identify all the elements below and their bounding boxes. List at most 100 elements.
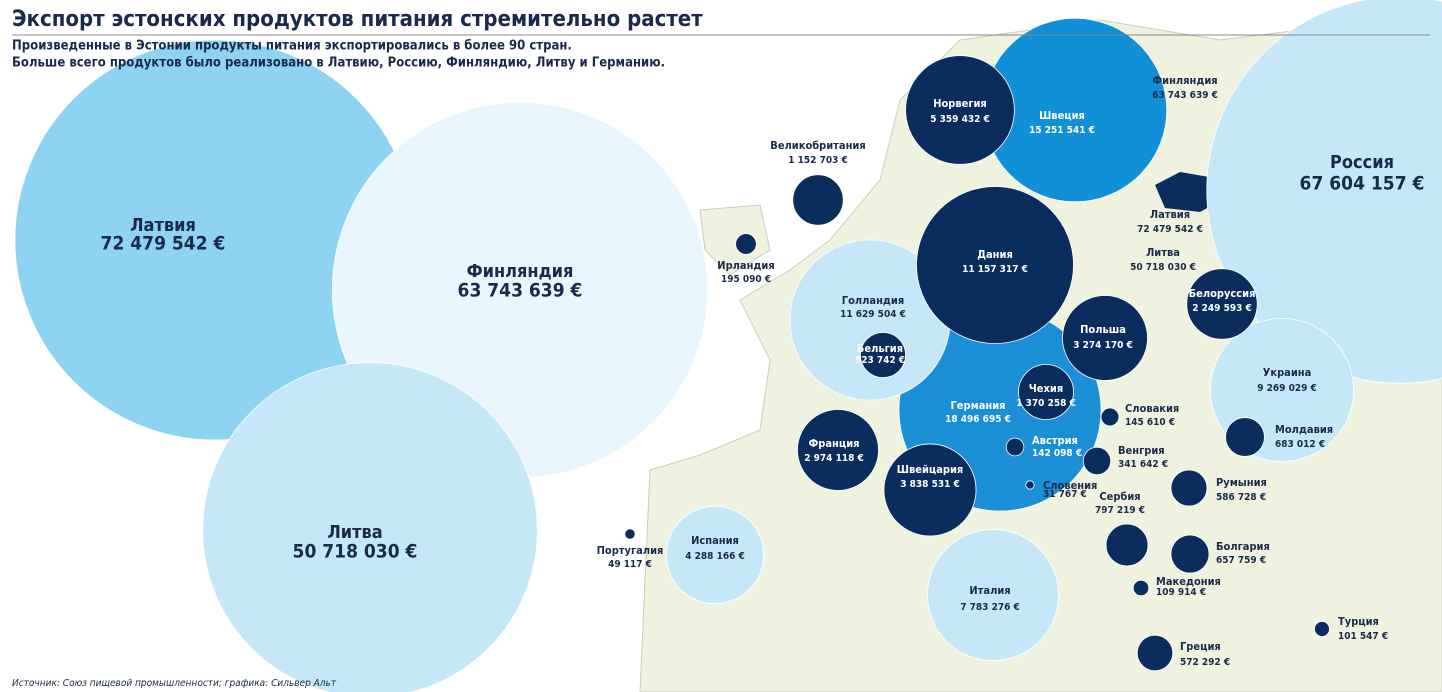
value-label: 2 974 118 € bbox=[804, 453, 863, 464]
country-name: Белоруссия bbox=[1189, 287, 1256, 300]
bubble bbox=[1314, 621, 1330, 637]
country-name: Греция bbox=[1180, 640, 1221, 653]
country-name: Швеция bbox=[1039, 109, 1085, 122]
bubble bbox=[797, 409, 879, 491]
country-name: Чехия bbox=[1029, 382, 1063, 395]
bubble bbox=[1170, 534, 1210, 574]
country-name: Литва bbox=[1146, 246, 1180, 259]
bubble bbox=[735, 233, 757, 255]
value-label: 63 743 639 € bbox=[1152, 90, 1218, 101]
value-label: 797 219 € bbox=[1095, 505, 1145, 516]
value-label: 145 610 € bbox=[1125, 417, 1175, 428]
country-name: Норвегия bbox=[933, 97, 987, 110]
country-name: Финляндия bbox=[1152, 74, 1217, 87]
value-label: 11 157 317 € bbox=[962, 264, 1028, 275]
value-label: 101 547 € bbox=[1338, 631, 1388, 642]
value-label: 31 767 € bbox=[1043, 489, 1087, 500]
country-name: Словения bbox=[1043, 479, 1097, 492]
value-label: 195 090 € bbox=[721, 274, 771, 285]
bubble bbox=[1105, 523, 1149, 567]
bubble bbox=[1005, 437, 1025, 457]
estonia bbox=[1155, 172, 1222, 212]
country-name: Ирландия bbox=[717, 259, 774, 272]
bubble bbox=[624, 528, 636, 540]
bubble bbox=[1186, 268, 1258, 340]
country-name: Латвия bbox=[130, 215, 196, 236]
value-label: 50 718 030 € bbox=[1130, 262, 1196, 273]
country-name: Словакия bbox=[1125, 402, 1179, 415]
bubble bbox=[1018, 364, 1074, 420]
country-name: Бельгия bbox=[857, 342, 903, 355]
bubble bbox=[1170, 469, 1208, 507]
country-name: Италия bbox=[969, 584, 1010, 597]
bubble bbox=[1062, 295, 1148, 381]
value-label: 7 783 276 € bbox=[960, 602, 1019, 613]
value-label: 72 479 542 € bbox=[1137, 224, 1203, 235]
bubble bbox=[1136, 634, 1174, 672]
land bbox=[699, 204, 771, 276]
value-label: 142 098 € bbox=[1032, 448, 1082, 459]
country-name: Португалия bbox=[597, 544, 664, 557]
bubble bbox=[665, 505, 765, 605]
bubble bbox=[202, 362, 538, 692]
bubble bbox=[1025, 480, 1035, 490]
source: Источник: Союз пищевой промышленности; г… bbox=[12, 678, 337, 689]
country-name: Румыния bbox=[1216, 476, 1267, 489]
country-name: Турция bbox=[1338, 615, 1379, 628]
value-label: 586 728 € bbox=[1216, 492, 1266, 503]
value-label: 63 743 639 € bbox=[458, 280, 583, 302]
value-label: 657 759 € bbox=[1216, 555, 1266, 566]
bubble bbox=[927, 529, 1059, 661]
bubble bbox=[860, 332, 906, 378]
country-name: Швейцария bbox=[897, 463, 964, 476]
country-name: Германия bbox=[951, 399, 1006, 412]
bubble bbox=[916, 186, 1074, 344]
bubble bbox=[1132, 579, 1150, 597]
value-label: 1 152 703 € bbox=[788, 155, 847, 166]
value-label: 4 288 166 € bbox=[685, 551, 744, 562]
bubble bbox=[1082, 446, 1112, 476]
country-name: Украина bbox=[1263, 366, 1312, 379]
country-name: Франция bbox=[808, 437, 859, 450]
country-name: Болгария bbox=[1216, 540, 1270, 553]
country-name: Польша bbox=[1080, 323, 1126, 336]
value-label: 923 742 € bbox=[855, 355, 905, 366]
value-label: 49 117 € bbox=[608, 559, 652, 570]
country-name: Молдавия bbox=[1275, 423, 1333, 436]
bubble bbox=[883, 443, 977, 537]
country-name: Великобритания bbox=[770, 139, 865, 152]
value-label: 50 718 030 € bbox=[293, 541, 418, 563]
country-name: Македония bbox=[1156, 575, 1221, 588]
value-label: 67 604 157 € bbox=[1300, 173, 1425, 195]
subtitle: Произведенные в Эстонии продукты питания… bbox=[12, 39, 572, 54]
bubble bbox=[1225, 417, 1265, 457]
bubble bbox=[792, 174, 844, 226]
value-label: 1 370 258 € bbox=[1016, 398, 1075, 409]
country-name: Венгрия bbox=[1118, 444, 1165, 457]
value-label: 109 914 € bbox=[1156, 587, 1206, 598]
bubble bbox=[1100, 407, 1120, 427]
chart-title: Экспорт эстонских продуктов питания стре… bbox=[12, 7, 703, 32]
value-label: 3 838 531 € bbox=[900, 479, 959, 490]
country-name: Сербия bbox=[1099, 490, 1140, 503]
bubbles bbox=[14, 0, 1442, 692]
value-label: 9 269 029 € bbox=[1257, 383, 1316, 394]
country-name: Финляндия bbox=[467, 261, 574, 282]
value-label: 341 642 € bbox=[1118, 459, 1168, 470]
bubble bbox=[905, 55, 1015, 165]
value-label: 2 249 593 € bbox=[1192, 303, 1251, 314]
value-label: 11 629 504 € bbox=[840, 309, 906, 320]
country-name: Австрия bbox=[1032, 434, 1078, 447]
value-label: 72 479 542 € bbox=[101, 233, 226, 255]
value-label: 572 292 € bbox=[1180, 657, 1230, 668]
country-name: Россия bbox=[1330, 152, 1394, 173]
bubble bbox=[1206, 0, 1442, 384]
value-label: 683 012 € bbox=[1275, 439, 1325, 450]
value-label: 15 251 541 € bbox=[1029, 125, 1095, 136]
country-name: Дания bbox=[977, 248, 1013, 261]
country-name: Голландия bbox=[842, 294, 904, 307]
value-label: 5 359 432 € bbox=[930, 114, 989, 125]
country-name: Латвия bbox=[1150, 208, 1190, 221]
